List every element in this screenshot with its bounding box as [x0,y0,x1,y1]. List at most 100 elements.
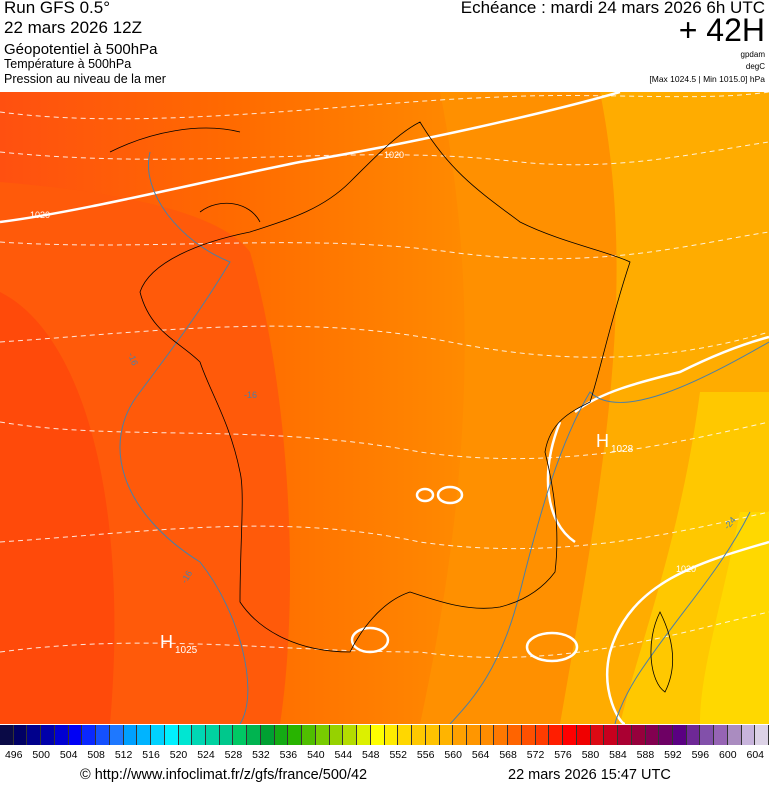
colorbar-cell [137,725,152,745]
colorbar-cell [494,725,509,745]
forecast-map: 1020 1020 1020 H 1025 H 1028 -16 -16 -16… [0,92,769,724]
colorbar-cell [521,725,536,745]
field-geopotential: Géopotentiel à 500hPa [4,41,158,58]
footer-timestamp: 22 mars 2026 15:47 UTC [508,767,671,783]
colorbar-cell [302,725,316,745]
height-band-552 [700,512,769,724]
isobar-1024 [574,335,769,413]
colorbar-label: 532 [252,749,270,761]
colorbar-cell [370,725,385,745]
colorbar-label: 536 [279,749,298,761]
colorbar-cell [315,725,330,745]
colorbar-label: 516 [142,749,160,761]
colorbar-cell [260,725,275,745]
colorbar-cell [68,725,83,745]
field-pressure: Pression au niveau de la mer [4,72,166,86]
colorbar-label: 604 [746,749,765,761]
colorbar-cell [192,725,207,745]
colorbar-cell [741,725,756,745]
colorbar-label: 556 [416,749,435,761]
colorbar-cell [686,725,701,745]
colorbar-label: 512 [114,749,133,761]
colorbar-cell [755,725,769,745]
colorbar-cell [590,725,605,745]
high-pressure-west-value: 1025 [175,645,198,656]
colorbar-label: 504 [59,749,78,761]
colorbar-cell [453,725,467,745]
colorbar-cell [659,725,673,745]
run-title: Run GFS 0.5° [4,0,111,17]
colorbar-label: 564 [471,749,490,761]
colorbar-cell [425,725,440,745]
colorbar-label: 600 [719,749,737,761]
colorbar-cell [54,725,69,745]
colorbar-label: 584 [609,749,627,761]
high-pressure-east-value: 1028 [611,444,634,455]
colorbar-cell [398,725,413,745]
isobar-closed-center [436,485,464,505]
colorbar-cell [508,725,522,745]
colorbar-cell [13,725,28,745]
label-1020-n: 1020 [384,150,404,160]
colorbar-label: 540 [307,749,325,761]
high-pressure-west: H [160,632,173,652]
colorbar-label: 520 [169,749,188,761]
isobar-1020 [0,92,621,224]
colorbar-label: 576 [554,749,572,761]
colorbar-label: 596 [691,749,710,761]
colorbar-cell [700,725,715,745]
colorbar-cell [727,725,742,745]
isobar-closed-center-2 [415,487,435,503]
coastlines-and-borders [109,121,673,693]
echeance: Echéance : mardi 24 mars 2026 6h UTC [460,0,765,17]
unit-degc: degC [745,62,765,71]
colorbar-cell [645,725,660,745]
colorbar-cell [109,725,124,745]
colorbar-cell [233,725,248,745]
isobars [0,92,769,724]
colorbar-cell [82,725,97,745]
footer-url: © http://www.infoclimat.fr/z/gfs/france/… [80,767,368,783]
colorbar-cell [714,725,728,745]
isobar-1024-east [546,421,576,544]
colorbar-cell [329,725,344,745]
colorbar-label: 588 [636,749,655,761]
colorbar-cell [343,725,358,745]
colorbar-labels: 496 500 504 508 512 516 520 524 528 532 536 540 544 5… [0,749,769,763]
colorbar-label: 580 [581,749,600,761]
colorbar-cell [274,725,289,745]
colorbar-cell [151,725,165,745]
unit-gpdam: gpdam [740,50,765,59]
label-1020-nw: 1020 [30,210,50,220]
colorbar-cell [672,725,687,745]
isobar-closed-south [350,626,390,654]
lead-time: + 42H [678,12,765,48]
colorbar-cell [466,725,481,745]
colorbar-label: 524 [197,749,215,761]
colorbar-cell [631,725,646,745]
colorbar-cell [164,725,179,745]
colorbar-cell [439,725,454,745]
colorbar-cell [412,725,426,745]
colorbar-label: 508 [87,749,105,761]
colorbar [0,725,769,745]
colorbar-cell [576,725,591,745]
label-m16-b: -16 [244,390,257,400]
temperature-m16-lines [119,151,769,724]
colorbar-label: 552 [389,749,407,761]
colorbar-cell [357,725,371,745]
colorbar-label: 560 [444,749,462,761]
colorbar-cell [206,725,220,745]
label-m16-a: -16 [126,351,140,367]
colorbar-label: 500 [32,749,50,761]
isobar-closed-med [525,631,579,663]
label-1020-se: 1020 [676,564,696,574]
colorbar-cell [27,725,42,745]
pressure-range: [Max 1024.5 | Min 1015.0] hPa [649,74,765,84]
colorbar-cell [288,725,303,745]
colorbar-label: 568 [499,749,517,761]
high-pressure-east: H [596,431,609,451]
colorbar-cell [618,725,632,745]
colorbar-label: 572 [526,749,545,761]
